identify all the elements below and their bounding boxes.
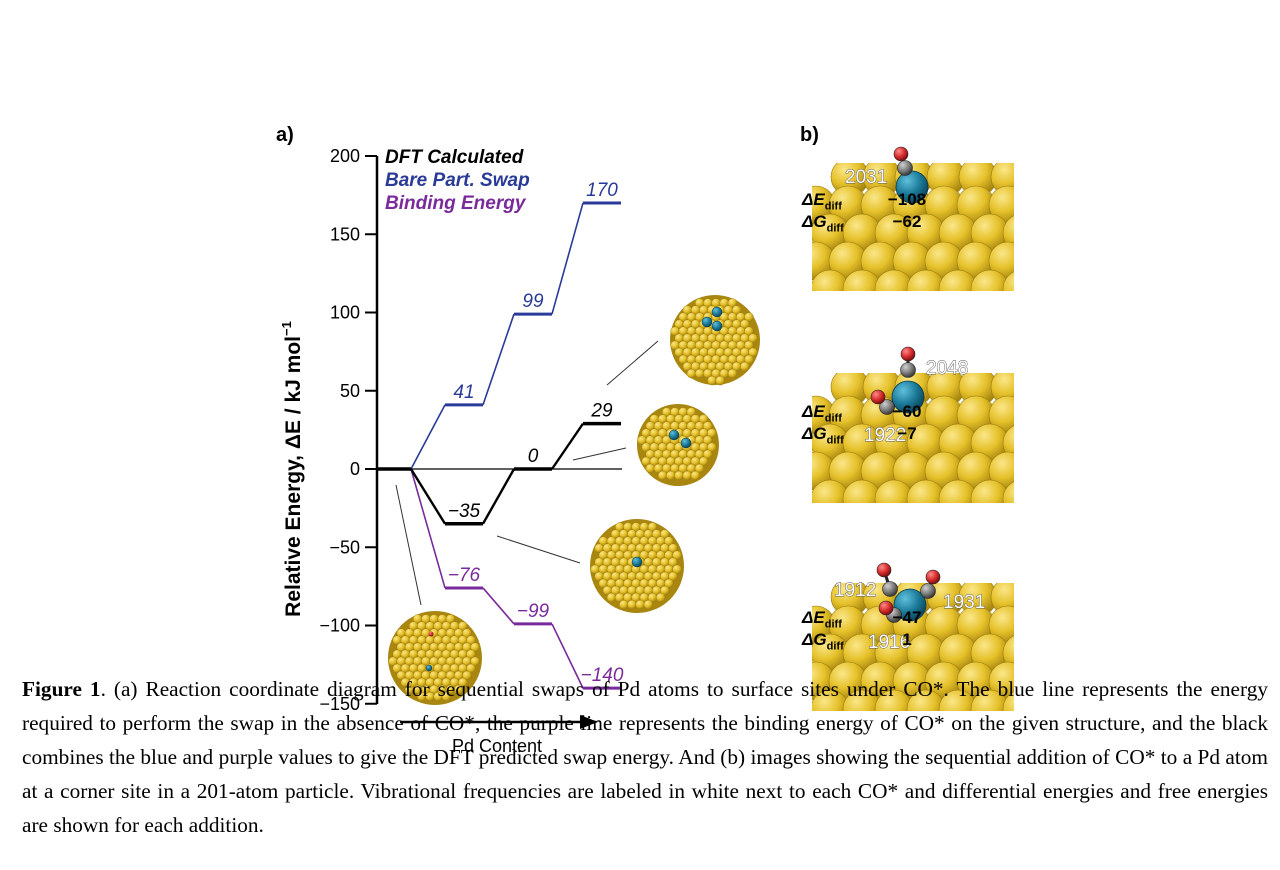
data-label: 41 xyxy=(453,382,474,403)
delta-e-value: −47 xyxy=(892,608,922,627)
oxygen-atom xyxy=(876,562,892,578)
oxygen-atom xyxy=(893,146,909,162)
connector xyxy=(481,468,516,525)
series-bare-part-swap: 41 99 170 xyxy=(377,180,621,471)
connector xyxy=(482,313,515,406)
gold-slab xyxy=(812,163,1014,291)
pd-atom xyxy=(425,664,433,672)
connector xyxy=(409,468,447,525)
delta-e-label: ΔEdiff xyxy=(802,402,842,425)
data-label: 0 xyxy=(528,446,539,467)
pd-atom xyxy=(711,306,723,318)
oxygen-atom xyxy=(870,389,886,405)
connector xyxy=(551,623,584,689)
connector xyxy=(410,468,446,589)
caption-text: . (a) Reaction coordinate diagram for se… xyxy=(22,677,1268,837)
panel-a-label: a) xyxy=(276,124,294,146)
vibrational-frequency-label: 1916 xyxy=(868,632,910,653)
delta-e-value: −60 xyxy=(892,402,922,421)
y-tick-label: 200 xyxy=(330,146,360,166)
panel-b-label: b) xyxy=(800,124,819,146)
reaction-coordinate-chart: 200 150 100 50 0 −50 −100 −150 41 99 170 −76 −99 −14… xyxy=(279,146,624,756)
y-tick-label: 50 xyxy=(340,381,360,401)
vibrational-frequency-label: 1931 xyxy=(943,592,985,613)
carbon-atom xyxy=(897,160,913,176)
y-tick-label: −50 xyxy=(329,537,360,557)
series-layer: 41 99 170 −76 −99 −140 −35 0 29 xyxy=(377,180,624,690)
delta-g-value: −7 xyxy=(897,424,917,443)
legend-entry: Bare Part. Swap xyxy=(385,170,530,191)
data-label: −76 xyxy=(448,565,481,586)
co-molecule xyxy=(870,389,895,415)
connector xyxy=(551,202,584,315)
delta-g-value: 1 xyxy=(902,630,912,649)
connector xyxy=(410,404,446,470)
delta-e-label: ΔEdiff xyxy=(802,608,842,631)
data-label: 99 xyxy=(522,291,544,312)
data-label: −35 xyxy=(448,501,481,522)
oxygen-atom xyxy=(878,600,894,616)
y-axis-label: Relative Energy, ΔE / kJ mol−1 xyxy=(279,321,305,617)
carbon-atom xyxy=(900,362,916,378)
data-label: −99 xyxy=(517,601,550,622)
slab-structures: 2031 2048 1922 1912 1931 1916 xyxy=(812,146,1014,711)
leader-lines xyxy=(395,340,659,606)
pd-atom xyxy=(668,429,680,441)
x-axis-arrowhead xyxy=(580,715,598,729)
pd-atom xyxy=(631,556,643,568)
oxygen-atom xyxy=(900,346,916,362)
energy-table-1: ΔEdiff −108 ΔGdiff −62 xyxy=(802,190,932,234)
data-label: 170 xyxy=(586,180,618,201)
carbon-atom xyxy=(920,583,936,599)
pd-atom xyxy=(891,380,925,414)
vibrational-frequency-label: 2031 xyxy=(845,167,887,188)
data-label: 29 xyxy=(590,401,613,422)
delta-g-value: −62 xyxy=(892,212,922,231)
figure-caption: Figure 1. (a) Reaction coordinate diagra… xyxy=(22,672,1268,842)
legend-entry: DFT Calculated xyxy=(385,147,524,168)
vibrational-frequency-label: 2048 xyxy=(926,358,968,379)
connector xyxy=(482,587,515,625)
carbon-atom xyxy=(879,399,895,415)
co-molecule xyxy=(878,600,902,623)
y-tick-label: −150 xyxy=(319,694,360,714)
x-axis-label: Pd Content xyxy=(452,736,542,756)
y-tick-label: 100 xyxy=(330,303,360,323)
connector xyxy=(551,422,584,470)
nanoparticle-renderings xyxy=(388,295,760,705)
vibrational-frequency-label: 1912 xyxy=(834,580,876,601)
carbon-atom xyxy=(882,581,898,597)
energy-table-2: ΔEdiff −60 ΔGdiff −7 xyxy=(802,402,932,446)
data-label: −140 xyxy=(581,665,624,686)
vibrational-frequency-label: 1922 xyxy=(864,425,906,446)
delta-e-value: −108 xyxy=(887,190,927,209)
series-dft-calculated: −35 0 29 xyxy=(377,401,621,526)
delta-g-label: ΔGdiff xyxy=(802,212,844,235)
y-tick-label: −100 xyxy=(319,616,360,636)
nanoparticle xyxy=(670,295,760,386)
delta-g-label: ΔGdiff xyxy=(802,424,844,447)
co-molecule xyxy=(920,569,941,599)
delta-e-label: ΔEdiff xyxy=(802,190,842,213)
nanoparticle xyxy=(590,519,684,613)
nanoparticle xyxy=(388,611,482,705)
pd-atom xyxy=(701,316,713,328)
nanoparticle xyxy=(637,404,719,486)
legend-entry: Binding Energy xyxy=(385,193,527,214)
pd-atom xyxy=(711,320,723,332)
caption-figure-label: Figure 1 xyxy=(22,677,101,701)
pd-atom xyxy=(680,437,692,449)
y-tick-label: 150 xyxy=(330,224,360,244)
oxygen-atom xyxy=(925,569,941,585)
co-molecule xyxy=(876,562,898,597)
energy-table-3: ΔEdiff −47 ΔGdiff 1 xyxy=(802,608,932,652)
co-molecule xyxy=(893,146,913,176)
co-molecule xyxy=(900,346,916,378)
y-tick-label: 0 xyxy=(350,459,360,479)
pd-atom xyxy=(893,588,927,622)
delta-g-label: ΔGdiff xyxy=(802,630,844,653)
y-ticks: 200 150 100 50 0 −50 −100 −150 xyxy=(319,146,377,714)
